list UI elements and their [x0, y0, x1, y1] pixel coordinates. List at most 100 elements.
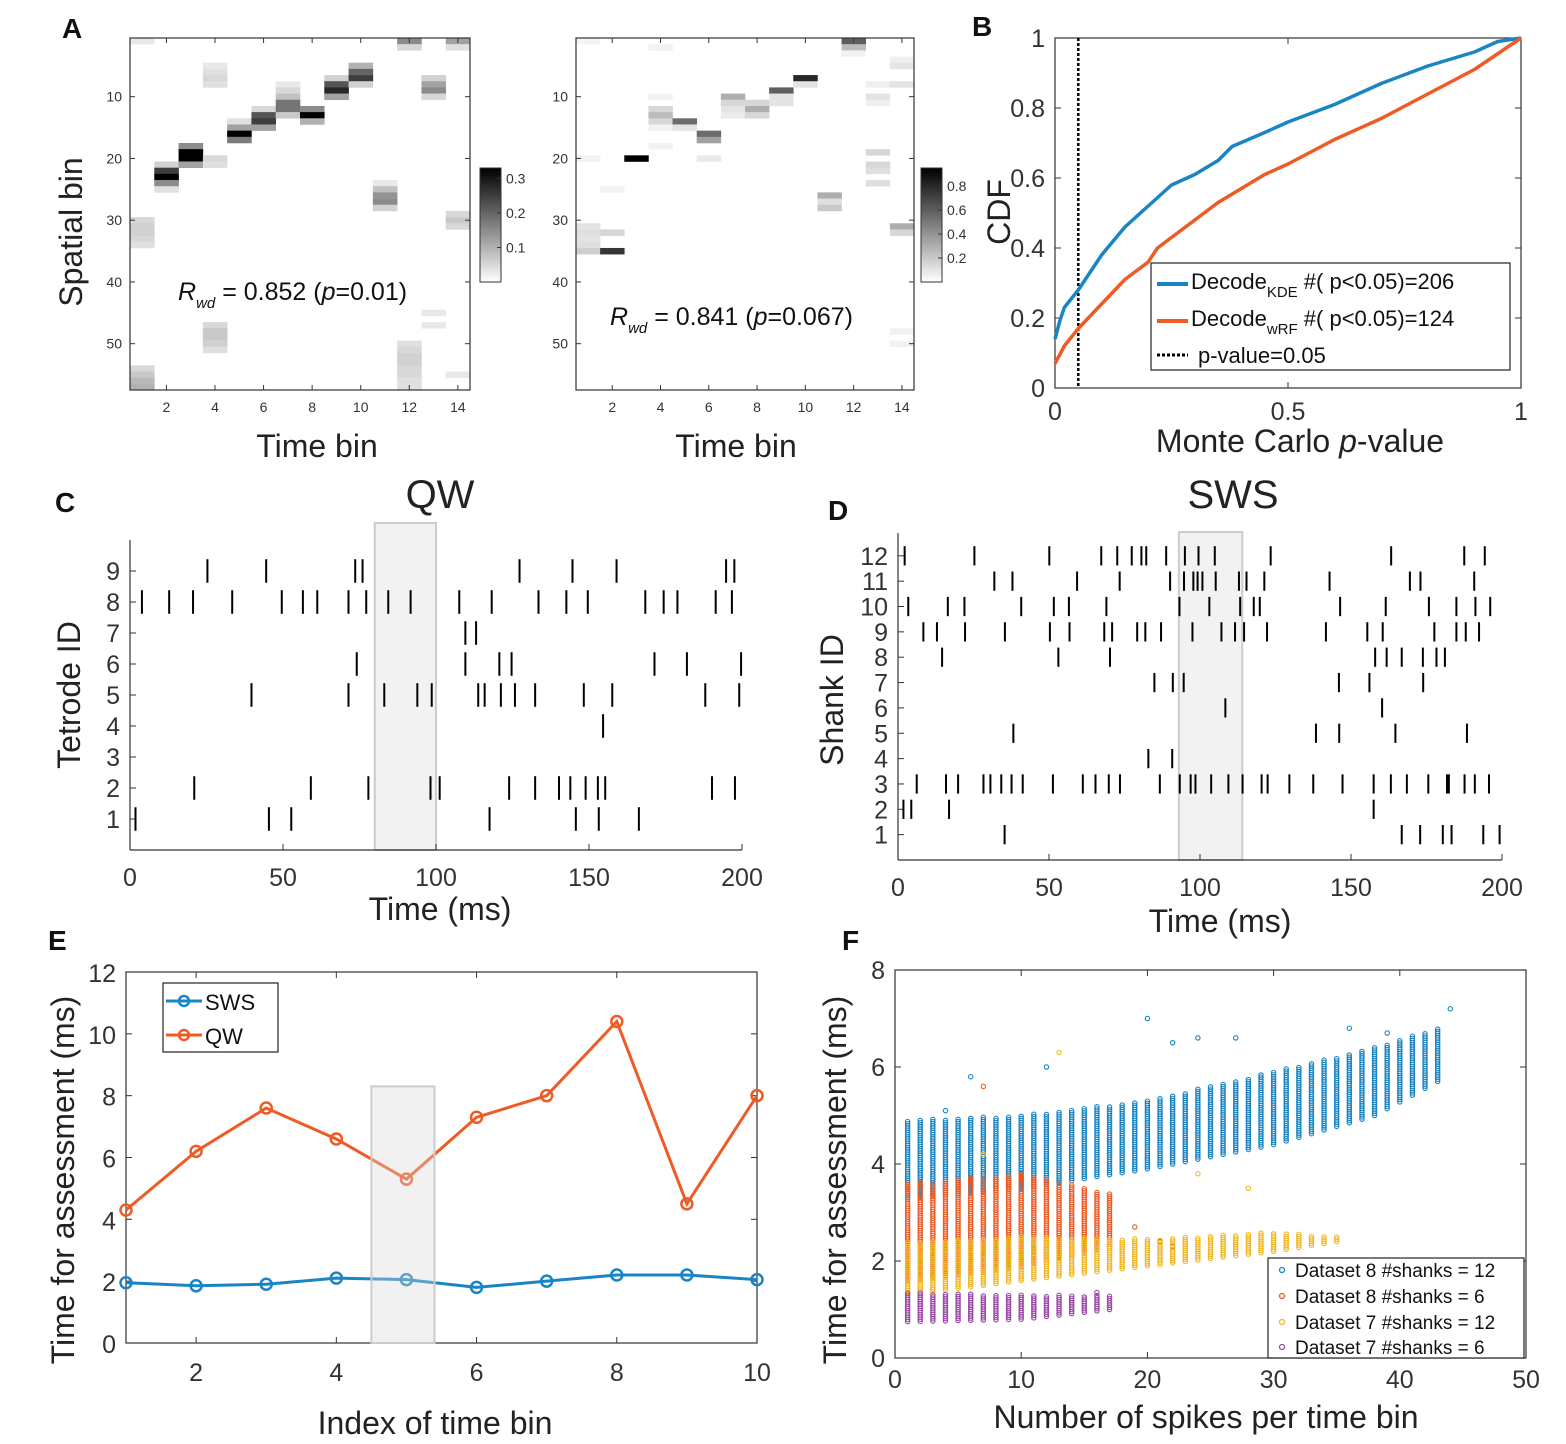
scatter-point — [1283, 1068, 1289, 1074]
scatter-point — [1056, 1112, 1062, 1118]
scatter-point — [967, 1175, 974, 1182]
heatmap-cell — [889, 340, 915, 348]
scatter-point — [1018, 1171, 1024, 1177]
scatter-point — [917, 1182, 923, 1188]
heatmap-cell — [202, 81, 228, 88]
heatmap-cell — [841, 50, 867, 57]
y-tick-label: 0 — [871, 1345, 885, 1373]
y-tick-label: 3 — [106, 744, 120, 772]
x-tick-label: 20 — [1133, 1366, 1161, 1394]
x-tick-label: 0 — [1048, 398, 1062, 426]
legend-entry: Dataset 7 #shanks = 12 — [1295, 1313, 1495, 1334]
scatter-point — [1283, 1233, 1289, 1240]
scatter-point — [1081, 1237, 1088, 1244]
x-tick-label: 10 — [1007, 1366, 1035, 1394]
scatter-point — [1056, 1049, 1062, 1056]
heatmap-cell — [324, 75, 349, 82]
legend-entry: Dataset 7 #shanks = 6 — [1295, 1338, 1485, 1359]
y-tick-label: 1 — [874, 822, 888, 850]
y-tick-label: 50 — [106, 336, 122, 352]
x-tick-label: 150 — [1330, 874, 1372, 902]
heatmap-cell — [324, 93, 349, 101]
y-tick-label: 5 — [106, 682, 120, 710]
scatter-point — [1169, 1238, 1176, 1244]
scatter-point — [930, 1118, 936, 1125]
data-point-sws — [680, 1268, 694, 1282]
data-point-sws — [610, 1268, 624, 1282]
heatmap-cell — [720, 99, 746, 107]
scatter-point — [1056, 1236, 1062, 1242]
scatter-point — [955, 1116, 961, 1123]
scatter-point — [1094, 1189, 1100, 1196]
y-tick-label: 2 — [871, 1248, 885, 1276]
scatter-point — [1169, 1093, 1176, 1100]
legend-marker-qw — [177, 1028, 191, 1042]
annot-p: p — [753, 303, 768, 331]
heatmap-cell — [421, 93, 447, 101]
data-point-qw — [189, 1144, 203, 1159]
y-tick-label: 40 — [552, 274, 568, 290]
scatter-point — [993, 1239, 999, 1245]
panel-label-f: F — [842, 925, 859, 956]
scatter-point — [1068, 1182, 1075, 1188]
scatter-point — [1371, 1047, 1378, 1053]
scatter-point — [1068, 1239, 1075, 1245]
x-tick-label: 150 — [568, 864, 610, 892]
y-tick-label: 10 — [88, 1022, 116, 1050]
scatter-point — [1333, 1058, 1340, 1064]
data-point-qw — [750, 1088, 764, 1103]
colorbar — [920, 167, 943, 283]
heatmap-cell — [227, 124, 252, 131]
scatter-point — [1094, 1106, 1100, 1112]
scatter-point — [1384, 1042, 1390, 1049]
cdf-line-kde — [1053, 36, 1522, 340]
heatmap-cell — [202, 155, 228, 162]
scatter-point — [1068, 1236, 1075, 1243]
heatmap-cell — [745, 112, 770, 119]
scatter-point — [1308, 1234, 1315, 1240]
scatter-point — [1258, 1230, 1264, 1236]
heatmap-cell — [600, 186, 625, 193]
scatter-point — [1245, 1234, 1252, 1240]
scatter-point — [917, 1119, 923, 1126]
heatmap-cell — [576, 235, 601, 243]
heatmap-cell — [397, 371, 422, 378]
panel-label-a: A — [62, 13, 82, 44]
annot-symbol: R — [178, 278, 196, 306]
heatmap-cell — [720, 93, 746, 101]
heatmap-cell — [300, 118, 325, 125]
scatter-point — [1346, 1052, 1353, 1058]
scatter-point — [1270, 1233, 1277, 1239]
scatter-point — [967, 1117, 974, 1124]
scatter-point — [1245, 1079, 1252, 1085]
y-tick-label: 11 — [862, 568, 888, 596]
scatter-point — [1346, 1025, 1353, 1031]
heatmap-a-left: 2 4 6 8 10 12 14 10 20 30 40 50 0.1 0.2 0.3 — [106, 37, 526, 415]
heatmap-cell — [745, 105, 770, 113]
scatter-point — [917, 1117, 923, 1124]
y-tick-label: 0 — [1031, 375, 1045, 403]
heatmap-cell — [130, 229, 155, 236]
scatter-point — [1346, 1054, 1353, 1061]
y-tick-label: 4 — [102, 1207, 116, 1235]
b-xlabel: Monte Carlo p-value — [1156, 423, 1444, 459]
scatter-point — [1119, 1102, 1125, 1108]
scatter-point — [1296, 1064, 1302, 1071]
scatter-point — [1043, 1113, 1050, 1120]
scatter-point — [1270, 1069, 1277, 1076]
heatmap-cell — [300, 112, 325, 119]
scatter-point — [1321, 1059, 1327, 1066]
heatmap-cell — [154, 186, 179, 193]
scatter-point — [1018, 1292, 1024, 1298]
heatmap-cell — [421, 75, 447, 82]
y-tick-label: 0 — [102, 1331, 116, 1359]
y-tick-label: 50 — [552, 336, 568, 352]
b-legend: DecodeKDE #( p<0.05)=206 DecodewRF #( p<… — [1150, 262, 1511, 371]
scatter-point — [1031, 1175, 1037, 1181]
legend-entry-wrf: DecodewRF #( p<0.05)=124 — [1191, 306, 1454, 338]
scatter-point — [1094, 1191, 1100, 1198]
y-tick-label: 0.8 — [1010, 95, 1045, 123]
heatmap-cell — [154, 180, 179, 187]
y-tick-label: 30 — [106, 212, 122, 228]
scatter-point — [967, 1115, 974, 1122]
